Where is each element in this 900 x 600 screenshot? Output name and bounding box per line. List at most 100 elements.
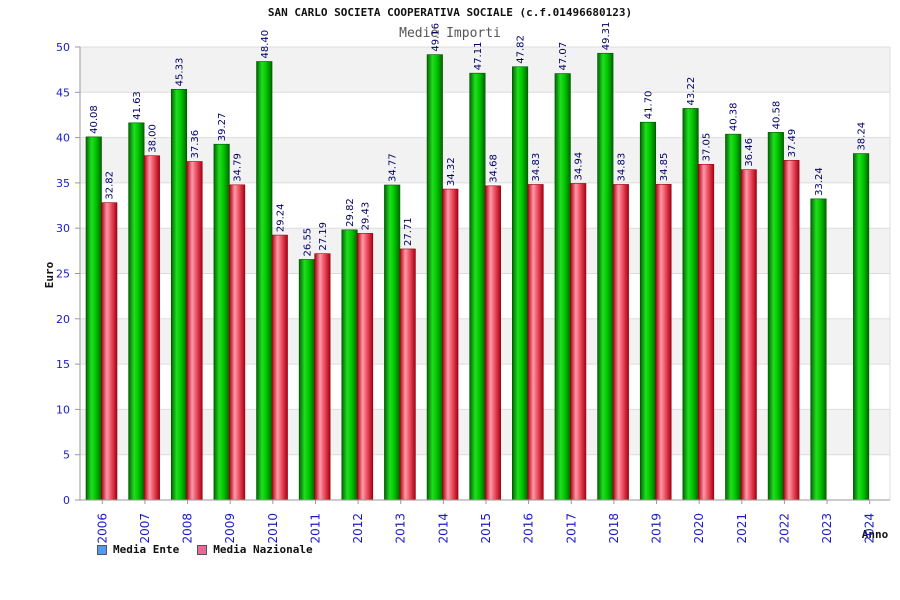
value-label-media-ente: 49.16 xyxy=(430,23,441,52)
bar-media-ente xyxy=(682,108,699,501)
x-tick-label: 2019 xyxy=(650,513,664,544)
x-tick-label: 2018 xyxy=(607,513,621,544)
value-label-media-ente: 49.31 xyxy=(601,22,612,51)
y-tick-label: 20 xyxy=(56,313,70,326)
y-tick-label: 40 xyxy=(56,132,70,145)
value-label-media-nazionale: 34.32 xyxy=(446,157,457,186)
bar-media-nazionale xyxy=(783,160,800,501)
bar-media-ente xyxy=(256,61,273,501)
bar-media-ente xyxy=(128,122,145,501)
x-axis-label: Anno xyxy=(862,528,889,541)
value-label-media-ente: 47.82 xyxy=(516,35,527,64)
value-label-media-ente: 47.11 xyxy=(473,42,484,71)
x-tick-label: 2008 xyxy=(181,513,195,544)
value-label-media-ente: 45.33 xyxy=(175,58,186,87)
value-label-media-ente: 29.82 xyxy=(345,198,356,227)
bar-media-nazionale xyxy=(484,185,501,501)
bar-media-nazionale xyxy=(740,169,757,501)
x-tick-label: 2006 xyxy=(95,513,109,544)
y-tick-label: 0 xyxy=(63,494,70,507)
x-tick-label: 2016 xyxy=(522,513,536,544)
bar-media-nazionale xyxy=(570,183,587,501)
x-tick-label: 2017 xyxy=(564,513,578,544)
bar-media-ente xyxy=(512,66,529,501)
bars xyxy=(85,52,870,501)
value-label-media-ente: 41.70 xyxy=(643,91,654,120)
x-tick-label: 2007 xyxy=(138,513,152,544)
y-tick-label: 15 xyxy=(56,358,70,371)
value-label-media-nazionale: 34.94 xyxy=(574,152,585,181)
bar-media-ente xyxy=(725,133,742,501)
legend-swatch-media-nazionale xyxy=(197,544,208,555)
value-label-media-nazionale: 32.82 xyxy=(105,171,116,200)
value-label-media-nazionale: 34.83 xyxy=(616,153,627,182)
bar-media-nazionale xyxy=(698,164,715,501)
chart-subtitle: Medie Importi xyxy=(399,26,501,41)
value-label-media-nazionale: 36.46 xyxy=(744,138,755,167)
chart-title: SAN CARLO SOCIETA COOPERATIVA SOCIALE (c… xyxy=(268,6,632,19)
bar-media-nazionale xyxy=(271,234,288,501)
y-tick-label: 10 xyxy=(56,403,70,416)
x-tick-label: 2010 xyxy=(266,513,280,544)
y-tick-label: 35 xyxy=(56,177,70,190)
value-label-media-nazionale: 27.71 xyxy=(403,217,414,246)
y-axis-label: Euro xyxy=(43,261,56,288)
y-tick-label: 5 xyxy=(63,449,70,462)
x-tick-label: 2012 xyxy=(351,513,365,544)
value-label-media-ente: 48.40 xyxy=(260,30,271,59)
bar-media-nazionale xyxy=(101,202,118,501)
bar-media-ente xyxy=(85,136,102,501)
bar-media-ente xyxy=(426,54,443,501)
x-tick-label: 2014 xyxy=(436,513,450,544)
legend-item-media-ente: Media Ente xyxy=(97,543,179,556)
x-axis-ticks: 2006 2007 2008 2009 2010 2011 2012 2013 2014 2015… xyxy=(95,500,877,544)
value-label-media-nazionale: 34.68 xyxy=(488,154,499,183)
y-tick-label: 30 xyxy=(56,222,70,235)
y-tick-label: 25 xyxy=(56,268,70,281)
value-label-media-ente: 43.22 xyxy=(686,77,697,106)
bar-media-nazionale xyxy=(143,155,160,501)
value-label-media-ente: 34.77 xyxy=(388,153,399,182)
x-tick-label: 2020 xyxy=(692,513,706,544)
bar-media-ente xyxy=(597,52,614,501)
legend-swatch-media-ente xyxy=(97,544,107,555)
legend-label-media-nazionale: Media Nazionale xyxy=(213,543,313,556)
value-label-media-nazionale: 37.49 xyxy=(787,129,798,158)
bar-media-ente xyxy=(170,89,188,501)
value-label-media-nazionale: 27.19 xyxy=(318,222,329,251)
legend-label-media-ente: Media Ente xyxy=(113,543,180,556)
x-tick-label: 2015 xyxy=(479,513,493,544)
bar-media-nazionale xyxy=(655,183,672,501)
x-tick-label: 2021 xyxy=(735,513,749,544)
value-label-media-nazionale: 37.36 xyxy=(190,130,201,159)
value-label-media-ente: 47.07 xyxy=(558,42,569,71)
value-label-media-ente: 38.24 xyxy=(857,122,868,151)
value-label-media-nazionale: 34.85 xyxy=(659,153,670,182)
bar-media-nazionale xyxy=(229,184,246,501)
value-label-media-nazionale: 38.00 xyxy=(147,124,158,153)
bar-media-nazionale xyxy=(186,161,203,501)
bar-media-ente xyxy=(384,184,401,501)
value-label-media-ente: 40.38 xyxy=(729,103,740,132)
bar-media-nazionale xyxy=(314,253,331,501)
y-tick-label: 50 xyxy=(56,41,70,54)
x-tick-label: 2024 xyxy=(863,513,877,544)
value-labels: 40.08 32.82 41.63 38.00 45.33 37.36 39.27 34.79… xyxy=(89,22,867,257)
bar-media-nazionale xyxy=(442,188,459,501)
bar-media-ente xyxy=(554,73,571,501)
bar-media-ente xyxy=(767,132,784,501)
bar-media-ente xyxy=(298,259,315,501)
x-tick-label: 2023 xyxy=(820,513,834,544)
bar-media-ente xyxy=(639,121,657,501)
x-tick-label: 2022 xyxy=(777,513,791,544)
legend-item-media-nazionale: Media Nazionale xyxy=(197,543,313,556)
legend: Media Ente Media Nazionale xyxy=(97,543,313,556)
x-tick-label: 2013 xyxy=(394,513,408,544)
bar-media-ente xyxy=(341,229,358,501)
value-label-media-nazionale: 34.83 xyxy=(531,153,542,182)
value-label-media-nazionale: 34.79 xyxy=(233,153,244,182)
x-tick-label: 2009 xyxy=(223,513,237,544)
y-tick-label: 45 xyxy=(56,86,70,99)
bar-media-nazionale xyxy=(356,233,374,501)
